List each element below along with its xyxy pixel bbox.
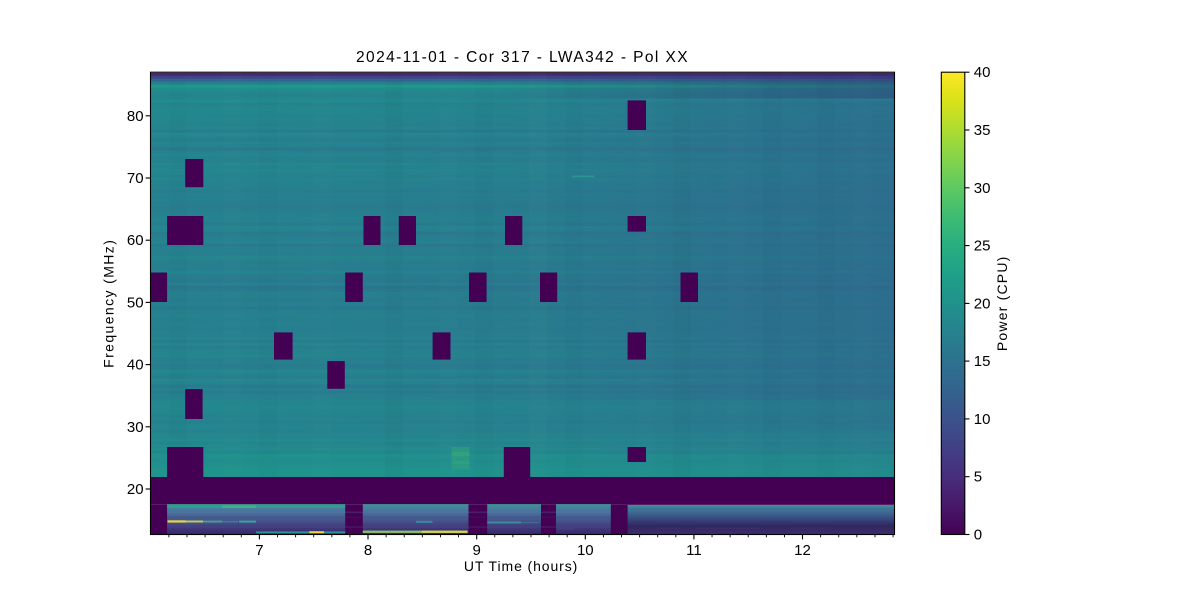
svg-text:5: 5 [974, 469, 982, 486]
svg-text:10: 10 [577, 542, 594, 559]
svg-text:30: 30 [974, 180, 991, 197]
svg-text:7: 7 [255, 542, 263, 559]
svg-text:40: 40 [127, 357, 144, 374]
svg-text:70: 70 [127, 170, 144, 187]
svg-text:Power (CPU): Power (CPU) [994, 255, 1010, 351]
svg-text:Frequency (MHz): Frequency (MHz) [100, 239, 116, 368]
svg-text:0: 0 [974, 527, 982, 544]
svg-text:UT Time (hours): UT Time (hours) [464, 558, 578, 574]
svg-text:9: 9 [473, 542, 481, 559]
svg-text:8: 8 [364, 542, 372, 559]
svg-text:35: 35 [974, 122, 991, 139]
svg-text:60: 60 [127, 232, 144, 249]
svg-text:20: 20 [974, 295, 991, 312]
svg-text:12: 12 [794, 542, 811, 559]
svg-text:2024-11-01 - Cor 317 - LWA342: 2024-11-01 - Cor 317 - LWA342 - Pol XX [356, 49, 689, 66]
svg-text:40: 40 [974, 64, 991, 81]
svg-text:50: 50 [127, 294, 144, 311]
svg-text:80: 80 [127, 108, 144, 125]
svg-text:25: 25 [974, 238, 991, 255]
svg-text:30: 30 [127, 419, 144, 436]
svg-text:11: 11 [686, 542, 702, 559]
svg-text:10: 10 [974, 411, 991, 428]
svg-text:20: 20 [127, 481, 144, 498]
svg-text:15: 15 [974, 353, 991, 370]
